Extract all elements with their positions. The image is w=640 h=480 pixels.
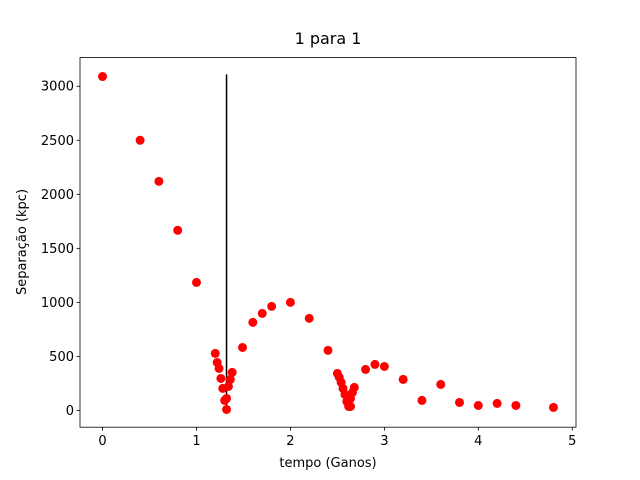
y-tick-label: 1000 <box>41 296 74 311</box>
point <box>248 317 258 327</box>
point <box>473 400 483 410</box>
y-tick-label: 500 <box>49 350 74 365</box>
y-tick-label: 3000 <box>41 80 74 95</box>
point <box>548 402 558 412</box>
point <box>349 382 359 392</box>
y-axis-label: Separação (kpc) <box>15 189 30 295</box>
point <box>135 135 145 145</box>
point <box>191 277 201 287</box>
chart-title: 1 para 1 <box>295 29 362 48</box>
point <box>398 374 408 384</box>
point <box>285 297 295 307</box>
point <box>304 313 314 323</box>
x-tick-label: 3 <box>380 434 388 449</box>
point <box>323 345 333 355</box>
point <box>511 400 521 410</box>
plot-area <box>98 72 558 414</box>
point <box>214 363 224 373</box>
point <box>238 342 248 352</box>
point <box>346 401 356 411</box>
point <box>222 393 232 403</box>
point <box>210 348 220 358</box>
point <box>417 395 427 405</box>
point <box>225 374 235 384</box>
x-tick-label: 5 <box>568 434 576 449</box>
point <box>216 373 226 383</box>
point <box>257 308 267 318</box>
x-tick-label: 1 <box>192 434 200 449</box>
axes-frame <box>79 57 577 428</box>
y-tick-label: 2000 <box>41 188 74 203</box>
point <box>223 381 233 391</box>
point <box>154 176 164 186</box>
x-axis-label: tempo (Ganos) <box>279 456 376 471</box>
y-tick-label: 2500 <box>41 134 74 149</box>
y-tick-label: 1500 <box>41 242 74 257</box>
y-tick-label: 0 <box>66 404 74 419</box>
point <box>455 397 465 407</box>
point <box>370 359 380 369</box>
point <box>436 379 446 389</box>
x-tick-label: 0 <box>98 434 106 449</box>
point <box>222 404 232 414</box>
point <box>98 72 108 82</box>
point <box>267 301 277 311</box>
point <box>379 361 389 371</box>
point <box>361 364 371 374</box>
x-tick-label: 4 <box>474 434 482 449</box>
point <box>492 398 502 408</box>
point <box>227 367 237 377</box>
point <box>173 225 183 235</box>
x-tick-label: 2 <box>286 434 294 449</box>
